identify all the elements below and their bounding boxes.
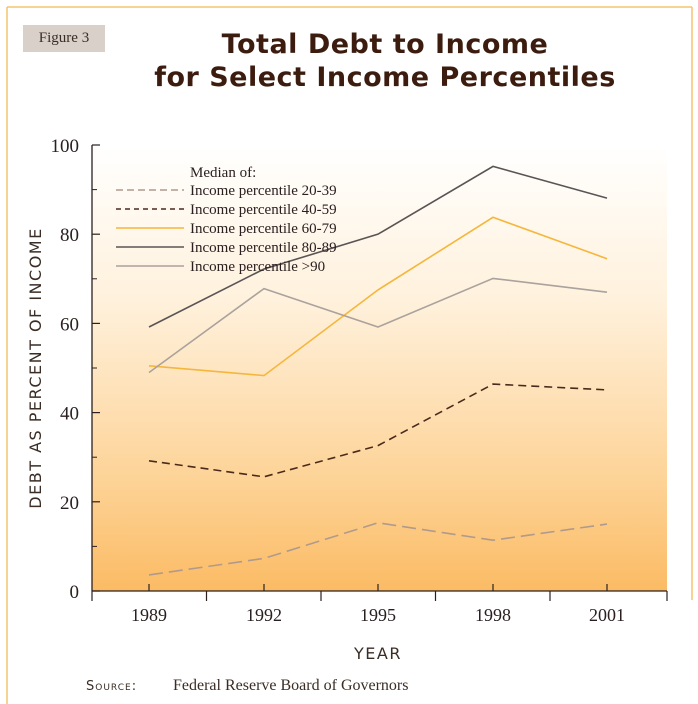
series-line: [148, 216, 608, 377]
source-note: Source: Federal Reserve Board of Governo…: [86, 677, 408, 694]
figure-label: Figure 3: [23, 25, 105, 52]
series-line: [148, 165, 608, 328]
y-tick-label: 60: [60, 314, 79, 335]
series-line: [148, 521, 608, 576]
y-tick-label: 20: [60, 493, 79, 514]
legend: Median of: Income percentile 20-39 Income …: [116, 165, 337, 275]
x-axis-label: YEAR: [353, 644, 402, 663]
legend-entry: Income percentile 60-79: [190, 221, 337, 237]
y-tick-label: 80: [60, 225, 79, 246]
series-line: [148, 277, 608, 374]
chart-title-line-1: Total Debt to Income: [221, 29, 549, 60]
y-tick-label: 0: [70, 582, 80, 603]
series-lines: [148, 165, 608, 576]
legend-entry: Income percentile >90: [190, 259, 325, 275]
source-prefix: Source:: [86, 679, 137, 694]
x-tick-label: 1992: [246, 605, 282, 625]
chart-title-line-2: for Select Income Percentiles: [154, 62, 616, 93]
plot-background: [92, 145, 667, 591]
y-tick-label: 40: [60, 404, 79, 425]
legend-title: Median of:: [190, 165, 256, 181]
x-tick-label: 1989: [131, 605, 167, 625]
y-tick-label: 100: [51, 136, 80, 157]
source-text: Federal Reserve Board of Governors: [173, 677, 408, 694]
axes: 0 20 40 60 80 100 1989 1992 1995 1998 2001: [51, 136, 668, 625]
legend-entry: Income percentile 20-39: [190, 183, 337, 199]
legend-entry: Income percentile 80-89: [190, 240, 337, 256]
y-axis-label: DEBT AS PERCENT OF INCOME: [26, 227, 45, 508]
series-line: [148, 383, 608, 478]
x-tick-label: 2001: [589, 605, 625, 625]
x-tick-label: 1998: [475, 605, 511, 625]
x-tick-label: 1995: [360, 605, 396, 625]
chart-title: Total Debt to Income for Select Income P…: [110, 28, 660, 94]
legend-entry: Income percentile 40-59: [190, 202, 337, 218]
